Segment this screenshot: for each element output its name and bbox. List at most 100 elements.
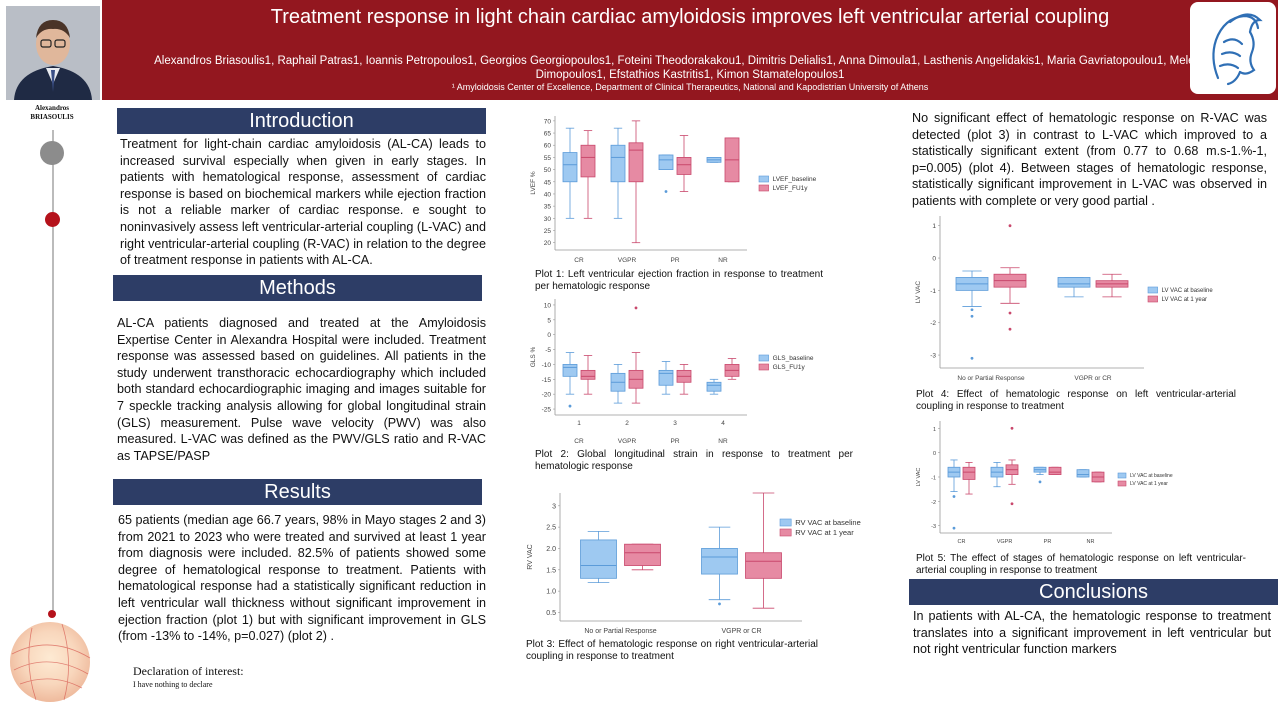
y-tick-label: 1.0 [546, 589, 556, 596]
box [562, 364, 578, 377]
outlier-point [952, 495, 956, 498]
box [701, 548, 738, 575]
box [1076, 469, 1090, 478]
outlier-point [1008, 224, 1012, 228]
plot-4-caption: Plot 4: Effect of hematologic response o… [916, 389, 1236, 412]
y-tick-label: -20 [542, 392, 552, 399]
x-category-label: NR [1087, 539, 1095, 545]
plot-1-lvef: 20 25 30 35 40 45 50 55 60 65 70 LVEF % CR VGPR PR NR LV… [527, 108, 857, 268]
y-axis-label: LV VAC [916, 468, 922, 487]
plot-3-rvvac: 0.5 1.0 1.5 2.0 2.5 3 RV VAC No or Partial Resp… [522, 485, 872, 637]
presenter-portrait-icon [6, 6, 100, 100]
y-axis-label: LV VAC [915, 281, 922, 303]
plot-4-lvvac: -3 -2 -1 0 1 LV VAC No or Partial Response VGPR… [912, 210, 1242, 388]
timeline-dot-small [48, 610, 56, 618]
presenter-name: Alexandros BRIASOULIS [4, 104, 100, 122]
box [580, 369, 596, 380]
athena-head-icon [1212, 13, 1263, 86]
x-category-label: VGPR or CR [1074, 375, 1112, 382]
conclusions-text: In patients with AL-CA, the hematologic … [913, 609, 1271, 657]
legend-swatch [1117, 472, 1127, 479]
y-tick-label: -25 [542, 407, 552, 414]
results-heading: Results [113, 479, 482, 505]
y-tick-label: 35 [544, 204, 552, 211]
y-tick-label: -10 [542, 362, 552, 369]
y-tick-label: 45 [544, 179, 552, 186]
plot-1-caption: Plot 1: Left ventricular ejection fracti… [535, 269, 823, 292]
outlier-point [634, 306, 638, 310]
box [562, 152, 578, 183]
legend-swatch [758, 184, 769, 192]
legend-label: RV VAC at baseline [795, 518, 861, 527]
x-category-label: CR [574, 257, 584, 264]
outlier-point [1010, 426, 1014, 430]
box [610, 144, 626, 183]
box [706, 381, 722, 392]
plot-5-lvvac-stages: -3 -2 -1 0 1 LV VAC CR VGPR PR NR LV VAC at baseli… [912, 415, 1242, 547]
y-tick-label: -2 [931, 500, 936, 506]
box [658, 154, 674, 171]
timeline-dot-grey [40, 141, 64, 165]
y-tick-label: -2 [930, 320, 936, 327]
y-tick-label: 30 [544, 216, 552, 223]
y-tick-label: 20 [544, 240, 552, 247]
y-axis-label: RV VAC [527, 544, 534, 569]
legend-swatch [1147, 295, 1158, 303]
box [628, 142, 644, 183]
x-category-label: VGPR or CR [721, 628, 761, 635]
box [580, 539, 617, 579]
y-tick-label: 1.5 [546, 567, 556, 574]
box [658, 369, 674, 386]
outlier-point [1008, 327, 1012, 331]
legend-label: LVEF_baseline [773, 176, 817, 183]
plot-3-caption: Plot 3: Effect of hematologic response o… [526, 639, 818, 662]
y-tick-label: 70 [544, 118, 552, 125]
legend-label: LV VAC at 1 year [1162, 297, 1207, 303]
legend-label: LVEF_FU1y [773, 185, 809, 192]
legend-label: GLS_FU1y [773, 364, 806, 371]
author-list: Alexandros Briasoulis1, Raphail Patras1,… [154, 55, 1226, 81]
y-tick-label: 55 [544, 155, 552, 162]
y-tick-label: -3 [931, 524, 936, 530]
x-category-label: NR [718, 438, 728, 445]
outlier-point [952, 526, 956, 530]
x-category-label: VGPR [997, 539, 1013, 545]
declaration-title: Declaration of interest: [133, 664, 244, 678]
y-tick-label: 3 [552, 503, 556, 510]
university-logo [1190, 2, 1276, 94]
outlier-point [970, 314, 974, 318]
outlier-point [718, 602, 721, 606]
x-tick-label: 4 [721, 420, 725, 427]
declaration-text: I have nothing to declare [133, 680, 213, 689]
legend-swatch [758, 354, 769, 362]
x-tick-label: 1 [577, 420, 581, 427]
box [745, 552, 782, 579]
decorative-sphere [2, 614, 100, 710]
y-tick-label: -1 [931, 476, 936, 482]
outlier-point [1010, 502, 1014, 506]
x-category-label: PR [670, 438, 679, 445]
x-category-label: PR [1044, 539, 1052, 545]
y-tick-label: -5 [545, 347, 551, 354]
x-category-label: No or Partial Response [584, 628, 656, 635]
y-tick-label: 10 [544, 302, 552, 309]
box [676, 157, 692, 175]
outlier-point [1038, 480, 1042, 484]
y-tick-label: 2.5 [546, 525, 556, 532]
legend-label: LV VAC at 1 year [1130, 481, 1168, 487]
plot-5-caption: Plot 5: The effect of stages of hematolo… [916, 553, 1246, 576]
y-tick-label: 0 [933, 451, 936, 457]
y-tick-label: 1 [933, 427, 936, 433]
methods-text: AL-CA patients diagnosed and treated at … [117, 316, 486, 463]
conclusions-heading: Conclusions [909, 579, 1278, 605]
x-category-label: CR [958, 539, 966, 545]
outlier-point [664, 190, 668, 193]
x-category-label: CR [574, 438, 584, 445]
affiliation: ¹ Amyloidosis Center of Excellence, Depa… [451, 82, 929, 92]
legend-label: LV VAC at baseline [1162, 288, 1214, 294]
poster-header: Treatment response in light chain cardia… [102, 0, 1278, 100]
x-category-label: VGPR [618, 257, 637, 264]
x-category-label: NR [718, 257, 728, 264]
y-tick-label: -1 [930, 288, 936, 295]
results-continued-text: No significant effect of hematologic res… [912, 111, 1267, 208]
